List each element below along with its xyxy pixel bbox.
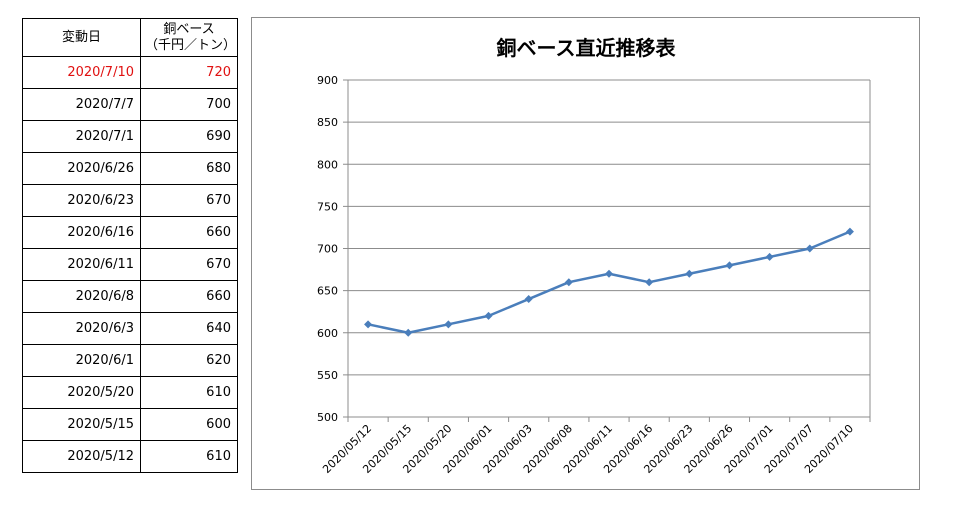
grid-lines <box>343 79 871 422</box>
row-date: 2020/6/8 <box>22 280 141 313</box>
row-date: 2020/6/1 <box>22 344 141 377</box>
y-tick-label: 850 <box>317 116 338 129</box>
data-point <box>725 261 734 270</box>
copper-price-table: 変動日 銅ベース （千円／トン） 2020/7/10 720 2020/7/7 700… <box>22 18 238 473</box>
table-row: 2020/6/26 680 <box>22 152 238 185</box>
data-point <box>765 252 774 261</box>
row-price: 640 <box>140 312 238 345</box>
y-tick-label: 550 <box>317 369 338 382</box>
header-price: 銅ベース （千円／トン） <box>140 18 238 57</box>
y-tick-label: 500 <box>317 411 338 424</box>
row-date: 2020/6/11 <box>22 248 141 281</box>
table-body: 2020/7/10 720 2020/7/7 700 2020/7/1 690 2020/6… <box>22 56 238 473</box>
y-tick-label: 650 <box>317 285 338 298</box>
series-line <box>367 230 851 334</box>
y-tick-label: 800 <box>317 158 338 171</box>
table-row: 2020/6/8 660 <box>22 280 238 313</box>
row-price: 670 <box>140 184 238 217</box>
row-price: 620 <box>140 344 238 377</box>
data-point <box>685 269 694 278</box>
line-chart: 銅ベース直近推移表 500 550 600 650 700 750 800 850 900 20… <box>317 36 871 476</box>
table-row: 2020/7/7 700 <box>22 88 238 121</box>
table-header-row: 変動日 銅ベース （千円／トン） <box>22 18 238 57</box>
row-price: 610 <box>140 376 238 409</box>
row-date: 2020/7/10 <box>22 56 141 89</box>
table-row: 2020/5/12 610 <box>22 440 238 473</box>
x-axis-ticks: 2020/05/122020/05/152020/05/202020/06/01… <box>320 422 856 476</box>
y-tick-label: 600 <box>317 327 338 340</box>
y-axis-ticks: 500 550 600 650 700 750 800 850 900 <box>317 74 338 424</box>
data-point <box>564 278 573 287</box>
table-row: 2020/7/10 720 <box>22 56 238 89</box>
row-price: 680 <box>140 152 238 185</box>
chart-title: 銅ベース直近推移表 <box>497 36 677 60</box>
y-tick-label: 700 <box>317 243 338 256</box>
chart-container: 銅ベース直近推移表 500 550 600 650 700 750 800 850 900 20… <box>251 17 920 490</box>
table-row: 2020/5/20 610 <box>22 376 238 409</box>
y-tick-label: 750 <box>317 200 338 213</box>
header-date: 変動日 <box>22 18 141 57</box>
row-date: 2020/5/12 <box>22 440 141 473</box>
data-point <box>605 269 613 278</box>
data-point <box>645 278 654 287</box>
row-date: 2020/7/1 <box>22 120 141 153</box>
row-date: 2020/7/7 <box>22 88 141 121</box>
table-row: 2020/6/23 670 <box>22 184 238 217</box>
y-tick-label: 900 <box>317 74 338 87</box>
row-date: 2020/6/23 <box>22 184 141 217</box>
row-price: 700 <box>140 88 238 121</box>
data-point <box>484 311 493 320</box>
data-point <box>364 320 373 329</box>
row-price: 660 <box>140 216 238 249</box>
data-point <box>524 295 533 304</box>
row-price: 660 <box>140 280 238 313</box>
row-date: 2020/6/26 <box>22 152 141 185</box>
table-row: 2020/7/1 690 <box>22 120 238 153</box>
data-point <box>845 227 854 236</box>
table-row: 2020/6/11 670 <box>22 248 238 281</box>
row-price: 600 <box>140 408 238 441</box>
table-row: 2020/6/3 640 <box>22 312 238 345</box>
row-date: 2020/6/16 <box>22 216 141 249</box>
row-price: 690 <box>140 120 238 153</box>
row-date: 2020/5/20 <box>22 376 141 409</box>
row-price: 670 <box>140 248 238 281</box>
data-point <box>404 328 413 337</box>
row-price: 610 <box>140 440 238 473</box>
data-series <box>364 227 854 337</box>
header-price-unit: （千円／トン） <box>145 37 237 53</box>
table-row: 2020/6/16 660 <box>22 216 238 249</box>
row-date: 2020/6/3 <box>22 312 141 345</box>
row-price: 720 <box>140 56 238 89</box>
data-point <box>444 320 453 329</box>
data-point <box>805 244 814 253</box>
header-price-title: 銅ベース <box>163 21 215 37</box>
table-row: 2020/6/1 620 <box>22 344 238 377</box>
row-date: 2020/5/15 <box>22 408 141 441</box>
table-row: 2020/5/15 600 <box>22 408 238 441</box>
